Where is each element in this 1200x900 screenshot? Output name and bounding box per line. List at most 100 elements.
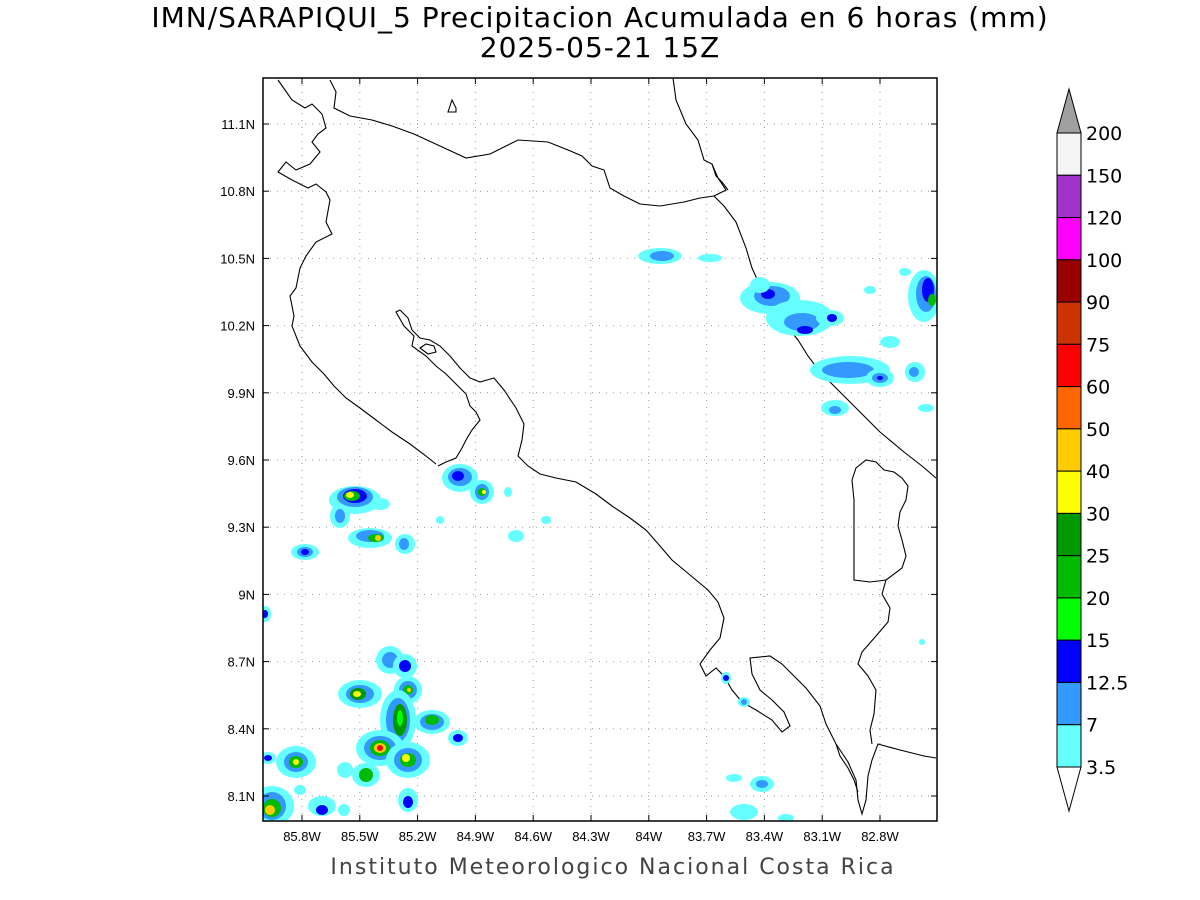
colorbar-swatch	[1056, 343, 1082, 388]
precip-cell	[337, 762, 353, 778]
latitude-axis: 11.1N 10.8N 10.5N 10.2N 9.9N 9.6N 9.3N 9N 8.7N 8.…	[220, 117, 937, 804]
lon-tick-label: 83.1W	[803, 829, 841, 844]
colorbar-swatch	[1056, 132, 1082, 176]
lon-tick-label: 82.8W	[861, 829, 899, 844]
colorbar-swatch	[1056, 217, 1082, 261]
lat-tick-label: 9.9N	[228, 386, 255, 401]
colorbar-swatch	[1056, 386, 1082, 430]
colorbar-label: 150	[1086, 165, 1122, 187]
precip-cell	[928, 294, 936, 306]
colorbar-swatch	[1056, 259, 1082, 303]
colorbar-swatch	[1056, 555, 1082, 599]
precip-cell	[403, 796, 413, 808]
precip-cell	[909, 367, 919, 377]
colorbar-label: 15	[1086, 630, 1110, 652]
colorbar-label: 60	[1086, 377, 1110, 399]
colorbar-swatch	[1056, 639, 1082, 683]
lat-tick-label: 10.5N	[220, 251, 255, 266]
lat-tick-label: 9.6N	[228, 453, 255, 468]
precip-cell	[877, 376, 883, 380]
lon-tick-label: 84W	[635, 829, 662, 844]
lon-tick-label: 84.9W	[457, 829, 495, 844]
caribbean-coast-north	[672, 78, 937, 479]
panama-border-w	[851, 479, 887, 583]
precip-cell	[726, 774, 742, 782]
precip-cell	[918, 404, 934, 412]
colorbar-over-triangle	[1056, 87, 1082, 134]
colorbar: 200 150 120 100 90 75 60 50 40 30 25 20 15 12.5 7 3.5	[1056, 87, 1128, 813]
panama-border	[851, 459, 909, 745]
precip-cell	[436, 516, 444, 524]
precip-cell	[263, 610, 268, 618]
colorbar-label: 90	[1086, 292, 1110, 314]
precip-cell	[698, 254, 722, 262]
colorbar-label: 12.5	[1086, 672, 1128, 694]
precip-cell	[741, 699, 747, 705]
burica	[835, 743, 859, 793]
colorbar-label: 100	[1086, 250, 1122, 272]
precip-cell	[453, 734, 463, 742]
precip-cell	[293, 759, 299, 765]
precip-cell	[750, 277, 770, 293]
lat-tick-label: 11.1N	[221, 117, 255, 132]
precip-cell	[822, 362, 874, 378]
colorbar-swatch	[1056, 470, 1082, 514]
colorbar-label: 7	[1086, 715, 1098, 737]
precip-cell	[504, 487, 512, 497]
precip-cell	[377, 745, 383, 751]
colorbar-swatch	[1056, 428, 1082, 472]
colorbar-swatch	[1056, 724, 1082, 768]
colorbar-swatch	[1056, 597, 1082, 641]
lat-tick-label: 9.3N	[228, 520, 255, 535]
precip-cell	[294, 785, 306, 795]
precip-cell	[541, 516, 551, 524]
longitude-axis: 85.8W 85.5W 85.2W 84.9W 84.6W 84.3W 84W 83.7W 83…	[283, 78, 900, 844]
precip-cell	[650, 251, 674, 261]
lon-tick-label: 84.6W	[514, 829, 552, 844]
lon-tick-label: 84.3W	[572, 829, 610, 844]
map-gridlines	[263, 78, 937, 821]
precip-cell	[301, 549, 309, 555]
precip-cell	[829, 406, 841, 414]
precip-cell	[425, 715, 439, 725]
colorbar-label: 3.5	[1086, 757, 1116, 779]
precip-cell	[827, 314, 837, 322]
lon-tick-label: 85.8W	[283, 829, 321, 844]
lon-tick-label: 85.2W	[399, 829, 437, 844]
colorbar-under-triangle	[1056, 766, 1082, 813]
island-chira	[419, 343, 437, 355]
precip-cell	[864, 286, 876, 294]
lon-tick-label: 83.7W	[688, 829, 726, 844]
nicoya-inner	[395, 309, 481, 467]
precip-cell	[880, 336, 900, 348]
precip-cell	[397, 710, 403, 726]
precip-cell	[335, 509, 345, 523]
precip-cell	[399, 538, 409, 550]
map-frame	[262, 77, 938, 822]
precip-cell	[316, 805, 328, 815]
precip-cell	[407, 688, 411, 692]
precip-cell	[452, 471, 464, 481]
precip-cell	[778, 814, 794, 821]
colorbar-label: 50	[1086, 419, 1110, 441]
colorbar-label: 20	[1086, 588, 1110, 610]
lon-tick-label: 83.4W	[746, 829, 784, 844]
map-area	[263, 78, 937, 821]
colorbar-label: 200	[1086, 123, 1122, 145]
precip-cell	[359, 768, 373, 782]
precip-cell	[399, 660, 411, 672]
precip-cell	[353, 691, 361, 697]
precip-cell	[346, 492, 354, 498]
caribbean-coast-spur	[711, 163, 729, 191]
precip-cell	[899, 268, 911, 276]
lon-tick-label: 85.5W	[341, 829, 379, 844]
precip-cell	[730, 804, 758, 820]
border-north	[329, 79, 715, 207]
lat-tick-label: 9N	[238, 587, 255, 602]
precip-cell	[375, 535, 381, 541]
precip-cell	[784, 313, 820, 331]
colorbar-label: 75	[1086, 334, 1110, 356]
precipitation-field	[263, 248, 937, 821]
colorbar-label: 120	[1086, 208, 1122, 230]
precip-cell	[482, 490, 486, 494]
